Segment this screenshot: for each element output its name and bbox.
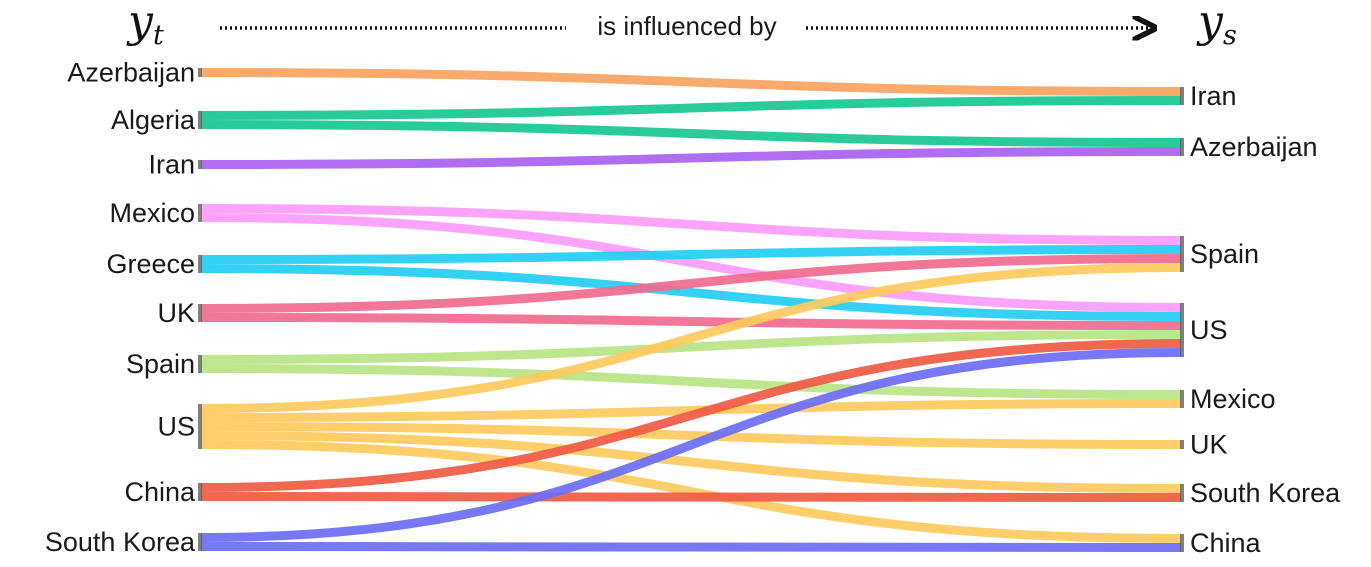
link-china-to-us — [200, 339, 1182, 492]
link-us-to-south-korea — [200, 431, 1182, 493]
right-node-uk — [1180, 440, 1184, 449]
left-label-azerbaijan: Azerbaijan — [67, 58, 195, 88]
source-variable: y — [1196, 0, 1224, 47]
link-spain-to-mexico — [200, 364, 1182, 399]
left-node-iran — [198, 160, 202, 169]
link-us-to-china — [200, 440, 1182, 543]
link-mexico-to-spain — [200, 204, 1182, 245]
left-node-azerbaijan — [198, 68, 202, 77]
link-south-korea-to-china — [200, 542, 1182, 552]
right-node-south-korea — [1180, 484, 1184, 502]
left-node-us — [198, 404, 202, 449]
link-greece-to-us — [200, 264, 1182, 321]
right-label-iran: Iran — [1190, 81, 1237, 111]
left-label-mexico: Mexico — [109, 198, 195, 228]
link-us-to-uk — [200, 422, 1182, 449]
sankey-nodes — [198, 68, 1184, 552]
right-label-china: China — [1190, 528, 1262, 558]
link-greece-to-spain — [200, 245, 1182, 264]
target-variable: y — [126, 0, 154, 47]
left-node-uk — [198, 304, 202, 322]
link-algeria-to-azerbaijan — [200, 120, 1182, 147]
left-label-china: China — [124, 477, 196, 507]
right-label-south-korea: South Korea — [1190, 478, 1341, 508]
right-label-azerbaijan: Azerbaijan — [1190, 132, 1318, 162]
left-label-us: US — [157, 412, 195, 442]
link-us-to-spain — [200, 263, 1182, 413]
right-node-iran — [1180, 87, 1184, 105]
right-label-uk: UK — [1190, 430, 1228, 460]
link-iran-to-azerbaijan — [200, 147, 1182, 169]
link-uk-to-spain — [200, 254, 1182, 313]
link-south-korea-to-us — [200, 348, 1182, 542]
left-label-algeria: Algeria — [111, 105, 196, 135]
right-label-us: US — [1190, 315, 1228, 345]
right-label-mexico: Mexico — [1190, 384, 1276, 414]
link-mexico-to-us — [200, 213, 1182, 312]
right-node-china — [1180, 534, 1184, 552]
left-node-spain — [198, 355, 202, 373]
left-node-south-korea — [198, 533, 202, 551]
link-azerbaijan-to-iran — [200, 68, 1182, 96]
link-us-to-mexico — [200, 399, 1182, 422]
target-variable-subscript: t — [153, 20, 164, 51]
link-uk-to-us — [200, 313, 1182, 330]
left-node-algeria — [198, 111, 202, 129]
header: y t is influenced by y s — [126, 0, 1237, 51]
relation-label: is influenced by — [597, 11, 776, 41]
left-label-uk: UK — [157, 298, 195, 328]
left-label-south-korea: South Korea — [45, 527, 196, 557]
left-node-mexico — [198, 204, 202, 222]
sankey-links — [200, 68, 1182, 552]
right-node-us — [1180, 303, 1184, 357]
left-label-spain: Spain — [126, 349, 195, 379]
sankey-labels: Azerbaijan Algeria Iran Mexico Greece UK Spain… — [45, 58, 1341, 559]
left-node-china — [198, 483, 202, 501]
source-variable-subscript: s — [1223, 20, 1237, 51]
left-node-greece — [198, 255, 202, 273]
left-label-greece: Greece — [106, 249, 195, 279]
left-label-iran: Iran — [148, 150, 195, 180]
link-spain-to-us — [200, 330, 1182, 364]
right-node-mexico — [1180, 390, 1184, 408]
right-node-azerbaijan — [1180, 138, 1184, 156]
right-node-spain — [1180, 236, 1184, 272]
link-algeria-to-iran — [200, 96, 1182, 120]
link-china-to-south-korea — [200, 492, 1182, 502]
right-label-spain: Spain — [1190, 239, 1259, 269]
